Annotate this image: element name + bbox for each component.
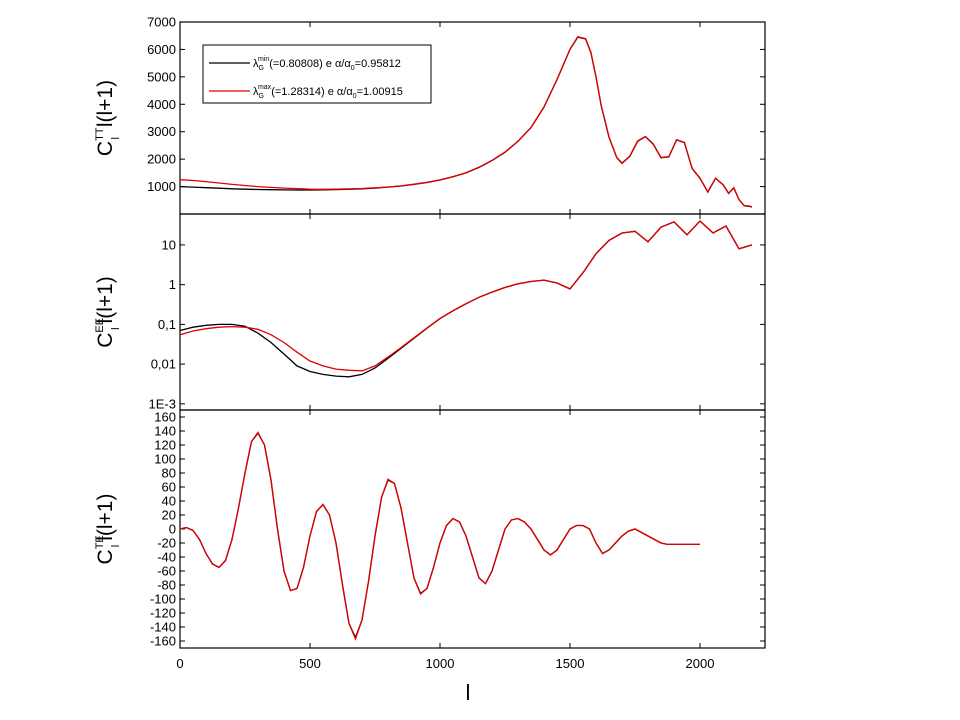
- y-tick-label: -40: [157, 550, 176, 565]
- y-tick-label: 140: [154, 424, 176, 439]
- legend-box: [202, 44, 432, 104]
- y-tick-label: 0,1: [158, 317, 176, 332]
- panel-3: -160-140-120-100-80-60-40-20020406080100…: [94, 409, 766, 671]
- x-tick-label: 1500: [556, 656, 585, 671]
- y-axis-label: CEE ll(l+1): [94, 276, 122, 348]
- series-line-2: [179, 36, 753, 208]
- y-tick-label: 20: [162, 508, 176, 523]
- y-tick-label: 160: [154, 410, 176, 425]
- y-tick-label: 100: [154, 452, 176, 467]
- y-tick-label: -60: [157, 564, 176, 579]
- legend-entry: λGmax(=1.28314) e α/α0=1.00915: [253, 84, 403, 100]
- y-tick-label: 1E-3: [149, 396, 176, 411]
- y-tick-label: 5000: [147, 69, 176, 84]
- y-tick-label: 1000: [147, 179, 176, 194]
- y-tick-label: 60: [162, 480, 176, 495]
- x-tick-label: 1000: [426, 656, 455, 671]
- series-line-2: [179, 431, 700, 641]
- y-tick-label: 10: [162, 237, 176, 252]
- y-axis-label: CTT l l(l+1): [94, 80, 122, 156]
- y-tick-label: 2000: [147, 152, 176, 167]
- y-tick-label: 40: [162, 494, 176, 509]
- y-tick-label: -80: [157, 578, 176, 593]
- y-tick-label: -140: [150, 620, 176, 635]
- x-axis-label: l: [466, 680, 471, 705]
- y-tick-label: -120: [150, 606, 176, 621]
- y-tick-label: 120: [154, 438, 176, 453]
- x-tick-label: 0: [176, 656, 183, 671]
- y-tick-label: 1: [169, 277, 176, 292]
- y-tick-label: 6000: [147, 42, 176, 57]
- series-line-2: [179, 220, 753, 372]
- y-axis-label: CTE ll(l+1): [94, 494, 122, 565]
- series-line-1: [179, 220, 753, 378]
- y-tick-label: 80: [162, 466, 176, 481]
- x-tick-label: 2000: [686, 656, 715, 671]
- y-tick-label: 4000: [147, 97, 176, 112]
- legend: λGmin(=0.80808) e α/α0=0.95812 λGmax(=1.2…: [202, 44, 432, 104]
- panel-frame: [179, 409, 766, 649]
- y-tick-label: 7000: [147, 15, 176, 30]
- x-tick-label: 500: [299, 656, 321, 671]
- panel-2: 1E-3 0,01 0,1 1 10 CEE ll(l+1): [94, 213, 766, 411]
- y-tick-label: -160: [150, 634, 176, 649]
- y-tick-label: -20: [157, 536, 176, 551]
- y-tick-label: 0: [169, 522, 176, 537]
- panel-1: 1000 2000 3000 4000 5000 6000 7000 CTT l l(l+1) λ…: [94, 15, 766, 215]
- y-tick-label: -100: [150, 592, 176, 607]
- legend-entry: λGmin(=0.80808) e α/α0=0.95812: [253, 56, 401, 72]
- y-tick-label: 3000: [147, 124, 176, 139]
- y-tick-label: 0,01: [151, 357, 176, 372]
- panel-frame: [179, 213, 766, 411]
